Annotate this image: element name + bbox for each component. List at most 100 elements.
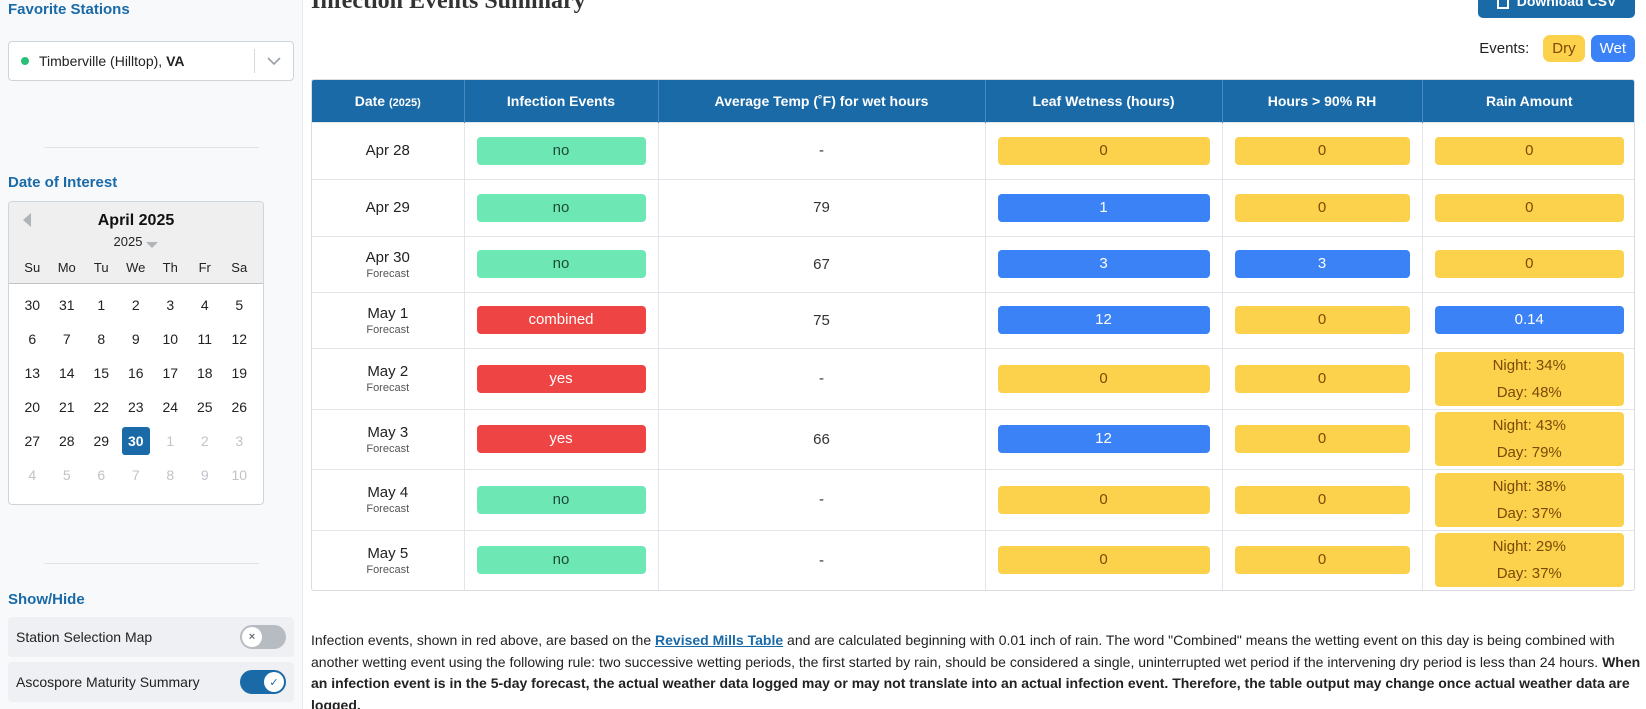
calendar-day[interactable]: 28 [50, 427, 85, 461]
calendar-day[interactable]: 23 [119, 393, 154, 427]
calendar-day[interactable]: 31 [50, 291, 85, 325]
calendar-day[interactable]: 24 [153, 393, 188, 427]
page-title: Infection Events Summary [311, 0, 586, 14]
table-row: Apr 30 Forecast no 67 3 3 0 [312, 235, 1634, 292]
download-csv-button[interactable]: Download CSV [1478, 0, 1635, 18]
rh-cell: 0 [1222, 529, 1423, 590]
calendar-day[interactable]: 26 [222, 393, 257, 427]
calendar-day[interactable]: 2 [188, 427, 223, 461]
calendar-day[interactable]: 9 [188, 461, 223, 495]
calendar-day[interactable]: 4 [15, 461, 50, 495]
rain-amount-badge: Night: 38% Day: 37% [1434, 472, 1624, 527]
rh-hours-badge: 0 [1234, 193, 1410, 222]
calendar-day[interactable]: 10 [222, 461, 257, 495]
calendar-day-label: 7 [62, 331, 71, 347]
calendar-day[interactable]: 12 [222, 325, 257, 359]
calendar-day[interactable]: 6 [84, 461, 119, 495]
toggle-switch[interactable]: ✓ [240, 670, 286, 694]
calendar-day[interactable]: 8 [84, 325, 119, 359]
calendar-day[interactable]: 3 [222, 427, 257, 461]
calendar-day-label: 13 [24, 365, 41, 381]
calendar-day[interactable]: 27 [15, 427, 50, 461]
calendar-day[interactable]: 19 [222, 359, 257, 393]
calendar-day-label: 4 [200, 297, 209, 313]
calendar-day[interactable]: 6 [15, 325, 50, 359]
calendar-day-label: 3 [166, 297, 175, 313]
calendar-day[interactable]: 16 [119, 359, 154, 393]
rain-value: 0 [1525, 255, 1534, 272]
forecast-label: Forecast [366, 267, 410, 280]
calendar-day[interactable]: 25 [188, 393, 223, 427]
rain-amount-badge: 0.14 [1434, 306, 1624, 334]
calendar-day-label: 20 [24, 399, 41, 415]
table-row: May 1 Forecast combined 75 12 0 0.14 [312, 291, 1634, 348]
rain-value: Night: 34% [1492, 356, 1566, 374]
calendar-day[interactable]: 4 [188, 291, 223, 325]
revised-mills-table-link[interactable]: Revised Mills Table [655, 632, 784, 648]
calendar-day[interactable]: 18 [188, 359, 223, 393]
infection-event-badge: no [476, 485, 646, 514]
date-cell: May 3 Forecast [312, 408, 465, 469]
rain-amount-badge: 0 [1434, 250, 1624, 278]
calendar-day-label: 19 [231, 365, 248, 381]
date-cell: Apr 29 [312, 178, 465, 236]
calendar-day[interactable]: 10 [153, 325, 188, 359]
calendar-day[interactable]: 7 [50, 325, 85, 359]
favorite-stations-title: Favorite Stations [8, 1, 130, 18]
calendar-header: April 2025 2025 Su Mo Tu We Th Fr Sa [9, 202, 263, 284]
rain-amount-badge: 0 [1434, 193, 1624, 222]
calendar-day-label: 29 [93, 433, 110, 449]
calendar-day[interactable]: 7 [119, 461, 154, 495]
leaf-wetness-badge: 0 [997, 364, 1210, 393]
calendar-day[interactable]: 21 [50, 393, 85, 427]
rain-value: 0 [1525, 141, 1534, 159]
calendar-day[interactable]: 11 [188, 325, 223, 359]
calendar-day[interactable]: 14 [50, 359, 85, 393]
date-cell: May 5 Forecast [312, 529, 465, 590]
calendar-day[interactable]: 3 [153, 291, 188, 325]
calendar-day-label: 12 [231, 331, 248, 347]
calendar-day-label: 30 [121, 427, 150, 455]
calendar-day-label: 4 [28, 467, 37, 483]
divider [44, 563, 259, 564]
calendar-day[interactable]: 22 [84, 393, 119, 427]
toggle-switch[interactable]: × [240, 625, 286, 649]
calendar-day[interactable]: 8 [153, 461, 188, 495]
table-row: May 4 Forecast no - 0 0 Night: 38% Day: 37% [312, 468, 1634, 530]
rh-hours-badge: 0 [1234, 425, 1410, 453]
rh-cell: 0 [1222, 347, 1423, 409]
calendar-day[interactable]: 1 [84, 291, 119, 325]
calendar-day[interactable]: 15 [84, 359, 119, 393]
calendar-day[interactable]: 1 [153, 427, 188, 461]
forecast-label: Forecast [366, 442, 410, 455]
calendar-day[interactable]: 30 [15, 291, 50, 325]
calendar-day[interactable]: 20 [15, 393, 50, 427]
calendar-day-label: 11 [197, 331, 213, 347]
events-legend-label: Events: [1479, 40, 1530, 57]
calendar-day-selected[interactable]: 30 [119, 427, 154, 461]
avg-temp-cell: 66 [658, 408, 986, 469]
rh-cell: 0 [1222, 178, 1423, 236]
download-csv-label: Download CSV [1516, 0, 1617, 9]
leaf-wetness-cell: 0 [985, 121, 1223, 179]
calendar-year-select[interactable]: 2025 [9, 234, 263, 249]
chevron-down-icon[interactable] [255, 57, 293, 65]
calendar-day[interactable]: 17 [153, 359, 188, 393]
infection-events-table: Date (2025) Infection Events Average Tem… [311, 79, 1635, 591]
station-select[interactable]: Timberville (Hilltop), VA [8, 41, 294, 81]
rh-cell: 3 [1222, 235, 1423, 292]
calendar-day[interactable]: 5 [50, 461, 85, 495]
column-header-leaf-wetness: Leaf Wetness (hours) [985, 80, 1223, 122]
calendar-day[interactable]: 2 [119, 291, 154, 325]
calendar-day[interactable]: 5 [222, 291, 257, 325]
calendar-day[interactable]: 13 [15, 359, 50, 393]
date-label: Apr 28 [365, 142, 410, 159]
calendar-day[interactable]: 9 [119, 325, 154, 359]
avg-temp-cell: - [658, 121, 986, 179]
date-cell: May 4 Forecast [312, 468, 465, 530]
calendar-day[interactable]: 29 [84, 427, 119, 461]
previous-month-icon[interactable] [23, 213, 31, 227]
toggle-row: Station Selection Map × [8, 617, 294, 657]
date-label: May 3 [367, 423, 409, 441]
check-icon: ✓ [264, 672, 284, 692]
